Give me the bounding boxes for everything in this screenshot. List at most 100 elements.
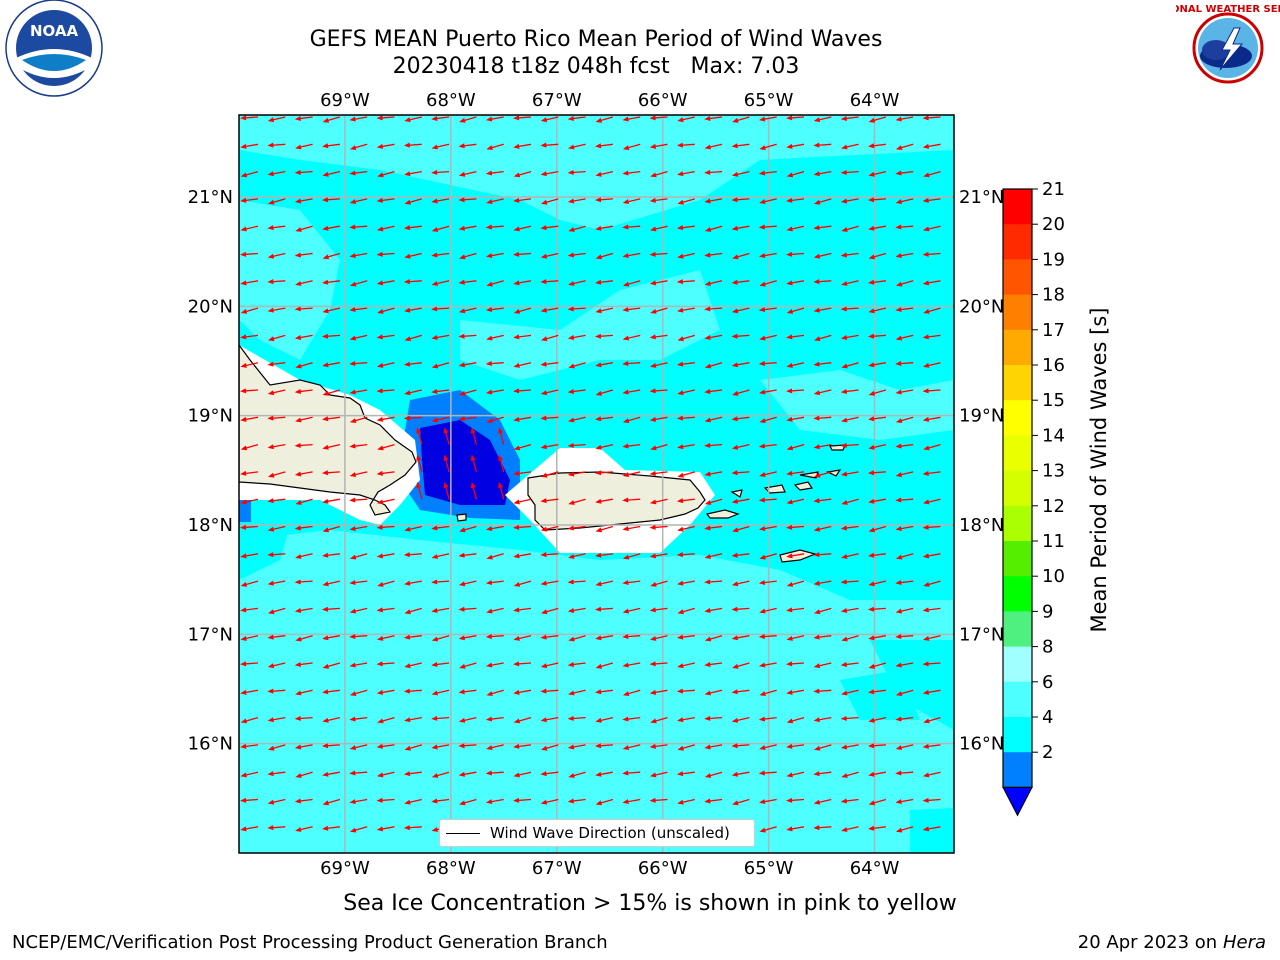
colorbar-tick-label: 16 <box>1042 355 1065 376</box>
wind-arrow <box>840 579 859 585</box>
wind-arrow <box>595 279 613 285</box>
wind-arrow <box>622 471 641 478</box>
wind-arrow <box>895 198 914 205</box>
wind-arrow <box>868 416 886 422</box>
wind-arrow <box>376 197 395 203</box>
wind-arrow <box>403 688 422 694</box>
wind-arrow <box>322 389 341 396</box>
wind-arrow <box>567 798 586 804</box>
wind-arrow <box>922 826 941 832</box>
wind-arrow <box>758 307 777 313</box>
wind-arrow <box>349 770 368 776</box>
wind-arrow <box>922 635 941 641</box>
wind-arrow <box>595 362 614 368</box>
wind-arrow <box>649 797 668 803</box>
wind-arrow <box>513 251 532 257</box>
wind-arrow <box>431 635 450 642</box>
wind-arrow <box>923 580 941 587</box>
wind-arrow <box>458 416 477 422</box>
wind-arrow <box>786 143 805 149</box>
wind-arrow <box>758 634 777 640</box>
wind-arrow <box>595 225 614 231</box>
wind-arrow <box>867 743 886 749</box>
wind-arrow <box>594 606 613 612</box>
wind-arrow <box>732 798 750 806</box>
wind-arrow <box>595 307 614 314</box>
wind-arrow <box>376 743 395 749</box>
wind-arrow <box>458 552 477 558</box>
wind-arrow <box>567 579 586 585</box>
wind-arrow <box>295 689 313 696</box>
wind-arrow <box>649 689 668 695</box>
wind-arrow <box>513 689 532 695</box>
wind-arrow <box>267 798 286 805</box>
wind-arrow <box>267 498 286 504</box>
wind-arrow <box>922 362 941 368</box>
wind-arrow <box>294 169 313 175</box>
wind-arrow <box>676 688 695 694</box>
st-john-island <box>793 481 814 491</box>
wind-arrow <box>294 198 313 204</box>
wind-arrow <box>732 389 750 396</box>
footer-date-text: 20 Apr 2023 on <box>1077 932 1218 953</box>
wind-arrow <box>622 798 641 805</box>
lat-tick-right: 20°N <box>959 296 1004 317</box>
wind-arrow <box>650 307 668 314</box>
culebra-island <box>730 489 743 498</box>
wind-arrow <box>922 470 941 476</box>
wind-arrow <box>240 280 259 286</box>
map-frame <box>238 114 955 854</box>
wind-arrow <box>868 389 887 396</box>
wind-arrow <box>895 798 914 805</box>
wind-arrow <box>704 661 723 667</box>
wind-arrow <box>513 225 532 232</box>
period-4-6-patches <box>239 520 954 853</box>
lat-tick-left: 18°N <box>188 515 233 536</box>
wind-arrow <box>540 798 559 805</box>
wind-arrow <box>813 389 832 396</box>
colorbar-segment <box>1003 435 1032 472</box>
wind-arrow <box>485 307 504 313</box>
wind-arrow <box>813 607 832 615</box>
wind-arrow <box>622 770 641 776</box>
wind-arrow <box>841 635 859 642</box>
wind-arrow <box>513 635 532 641</box>
wind-arrow <box>267 443 286 450</box>
wind-arrow <box>513 362 532 368</box>
wind-arrow <box>240 443 259 451</box>
wind-arrow <box>240 251 259 257</box>
mona-island <box>456 513 467 522</box>
wind-arrow <box>416 481 423 500</box>
wind-arrow <box>376 689 395 695</box>
anegada-island <box>829 444 846 451</box>
wind-arrow <box>376 826 395 832</box>
wind-arrow <box>349 553 368 560</box>
wind-arrow <box>240 826 259 832</box>
map-legend: Wind Wave Direction (unscaled) <box>439 819 755 847</box>
wind-arrow <box>704 498 723 505</box>
wind-arrow <box>813 170 832 177</box>
wind-arrow <box>786 225 805 232</box>
wind-arrow <box>431 115 450 121</box>
wind-arrow <box>498 454 505 473</box>
wind-arrow <box>267 471 286 478</box>
wind-arrow <box>403 415 422 421</box>
wind-arrow <box>404 744 422 751</box>
wind-arrow <box>841 689 859 696</box>
wind-arrow <box>622 607 641 614</box>
wind-arrow <box>513 443 532 451</box>
wind-arrow <box>622 116 641 122</box>
wind-arrow <box>431 280 450 286</box>
wind-arrow <box>349 280 368 287</box>
wind-arrow <box>922 524 941 530</box>
wind-arrow <box>240 607 259 613</box>
wind-arrow <box>732 252 750 260</box>
wind-arrow <box>240 362 259 368</box>
colorbar-title: Mean Period of Wind Waves [s] <box>1087 308 1111 633</box>
wind-arrow <box>704 115 723 121</box>
wind-arrow <box>649 743 668 749</box>
wind-arrow <box>485 580 504 586</box>
wind-arrow <box>458 279 477 285</box>
wind-arrow <box>568 635 586 642</box>
wind-arrow <box>322 307 341 314</box>
